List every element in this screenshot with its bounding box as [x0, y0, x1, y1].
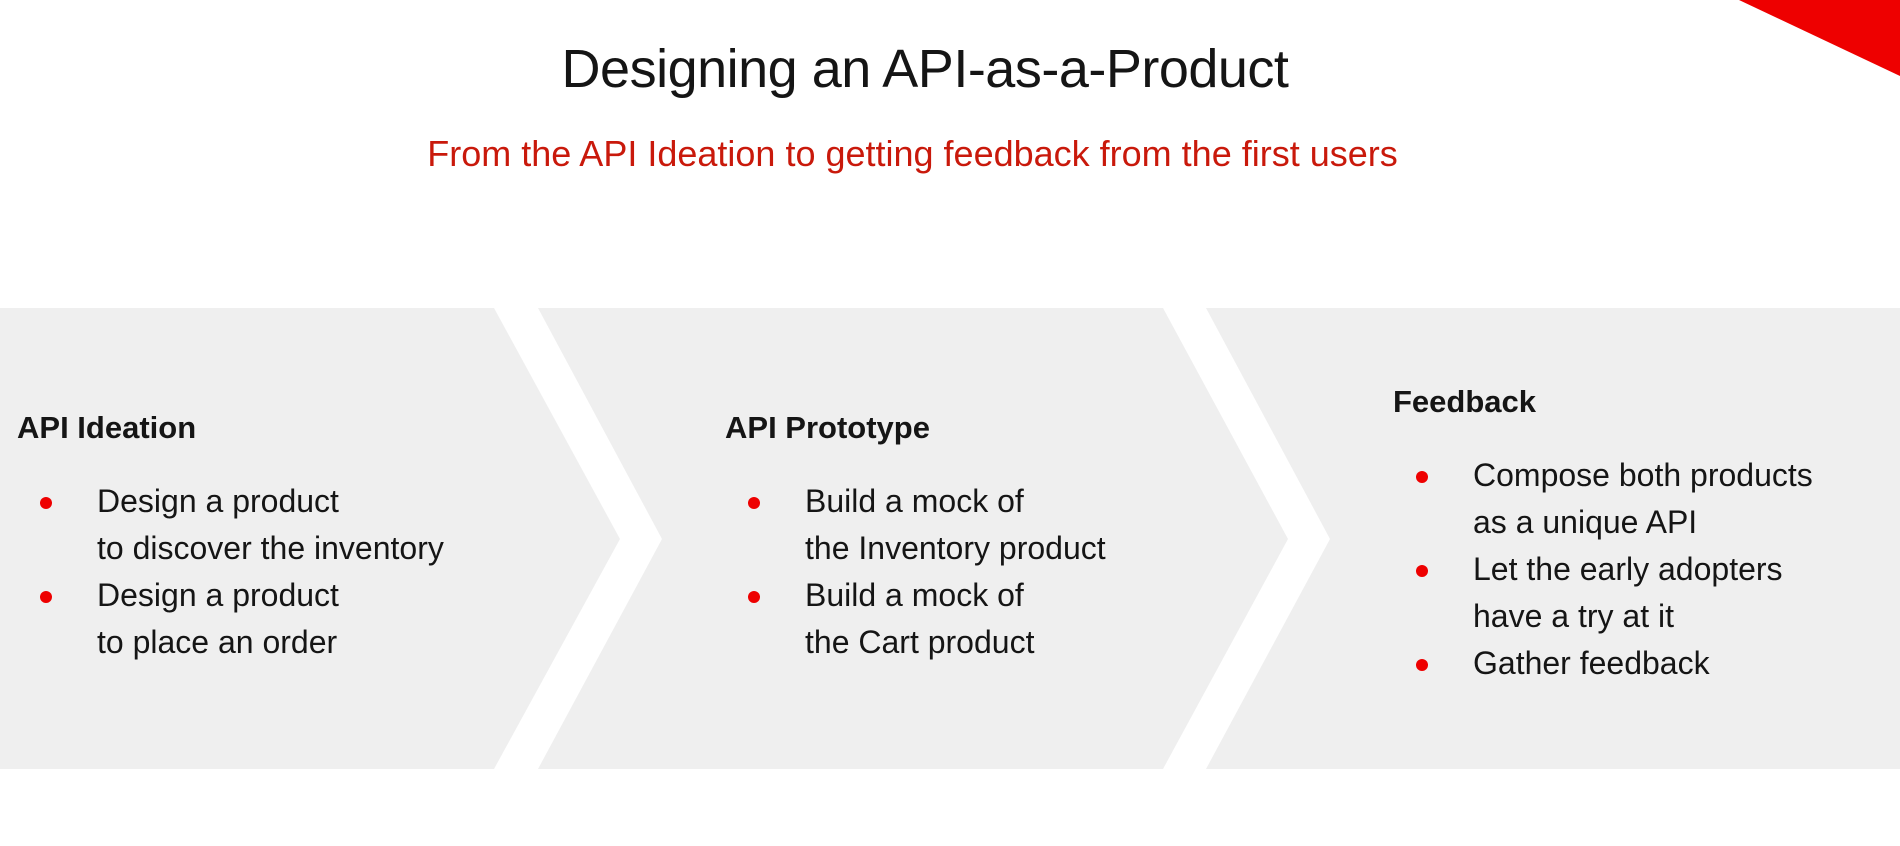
- item-line: Compose both products: [1473, 457, 1813, 493]
- item-line: Build a mock of: [805, 483, 1024, 519]
- list-item: Build a mock of the Cart product: [725, 572, 1106, 666]
- list-item: Gather feedback: [1393, 640, 1813, 687]
- item-line: to discover the inventory: [97, 530, 444, 566]
- stage-heading: API Ideation: [17, 410, 197, 445]
- stage-bullets: Compose both products as a unique API Let…: [1393, 452, 1813, 687]
- stage-api-ideation: API Ideation Design a product to discover…: [17, 408, 444, 666]
- stage-feedback: Feedback Compose both products as a uniqu…: [1393, 382, 1813, 687]
- chevron-stage-2: [538, 308, 1288, 769]
- bullet-dot-icon: [748, 497, 760, 509]
- bullet-dot-icon: [1416, 565, 1428, 577]
- item-line: the Cart product: [805, 624, 1035, 660]
- item-line: have a try at it: [1473, 598, 1674, 634]
- list-item: Design a product to discover the inventor…: [17, 478, 444, 572]
- stage-api-prototype: API Prototype Build a mock of the Invento…: [725, 408, 1106, 666]
- item-line: to place an order: [97, 624, 338, 660]
- bullet-dot-icon: [748, 591, 760, 603]
- stage-bullets: Build a mock of the Inventory product Bui…: [725, 478, 1106, 666]
- chevron-stage-3: [1206, 308, 1900, 769]
- stage-bullets: Design a product to discover the inventor…: [17, 478, 444, 666]
- list-item: Design a product to place an order: [17, 572, 444, 666]
- bullet-dot-icon: [1416, 471, 1428, 483]
- stage-heading: API Prototype: [725, 410, 930, 445]
- list-item: Let the early adopters have a try at it: [1393, 546, 1813, 640]
- list-item: Compose both products as a unique API: [1393, 452, 1813, 546]
- list-item: Build a mock of the Inventory product: [725, 478, 1106, 572]
- chevron-stage-1: [0, 308, 620, 769]
- item-line: as a unique API: [1473, 504, 1698, 540]
- item-line: Let the early adopters: [1473, 551, 1783, 587]
- corner-accent: [1739, 0, 1900, 76]
- item-line: Design a product: [97, 483, 339, 519]
- item-line: Build a mock of: [805, 577, 1024, 613]
- item-line: the Inventory product: [805, 530, 1106, 566]
- bullet-dot-icon: [40, 591, 52, 603]
- stage-heading: Feedback: [1393, 384, 1537, 419]
- bullet-dot-icon: [40, 497, 52, 509]
- page-subtitle: From the API Ideation to getting feedbac…: [427, 133, 1398, 174]
- page-title: Designing an API-as-a-Product: [561, 39, 1289, 99]
- bullet-dot-icon: [1416, 659, 1428, 671]
- item-line: Gather feedback: [1473, 645, 1710, 681]
- item-line: Design a product: [97, 577, 339, 613]
